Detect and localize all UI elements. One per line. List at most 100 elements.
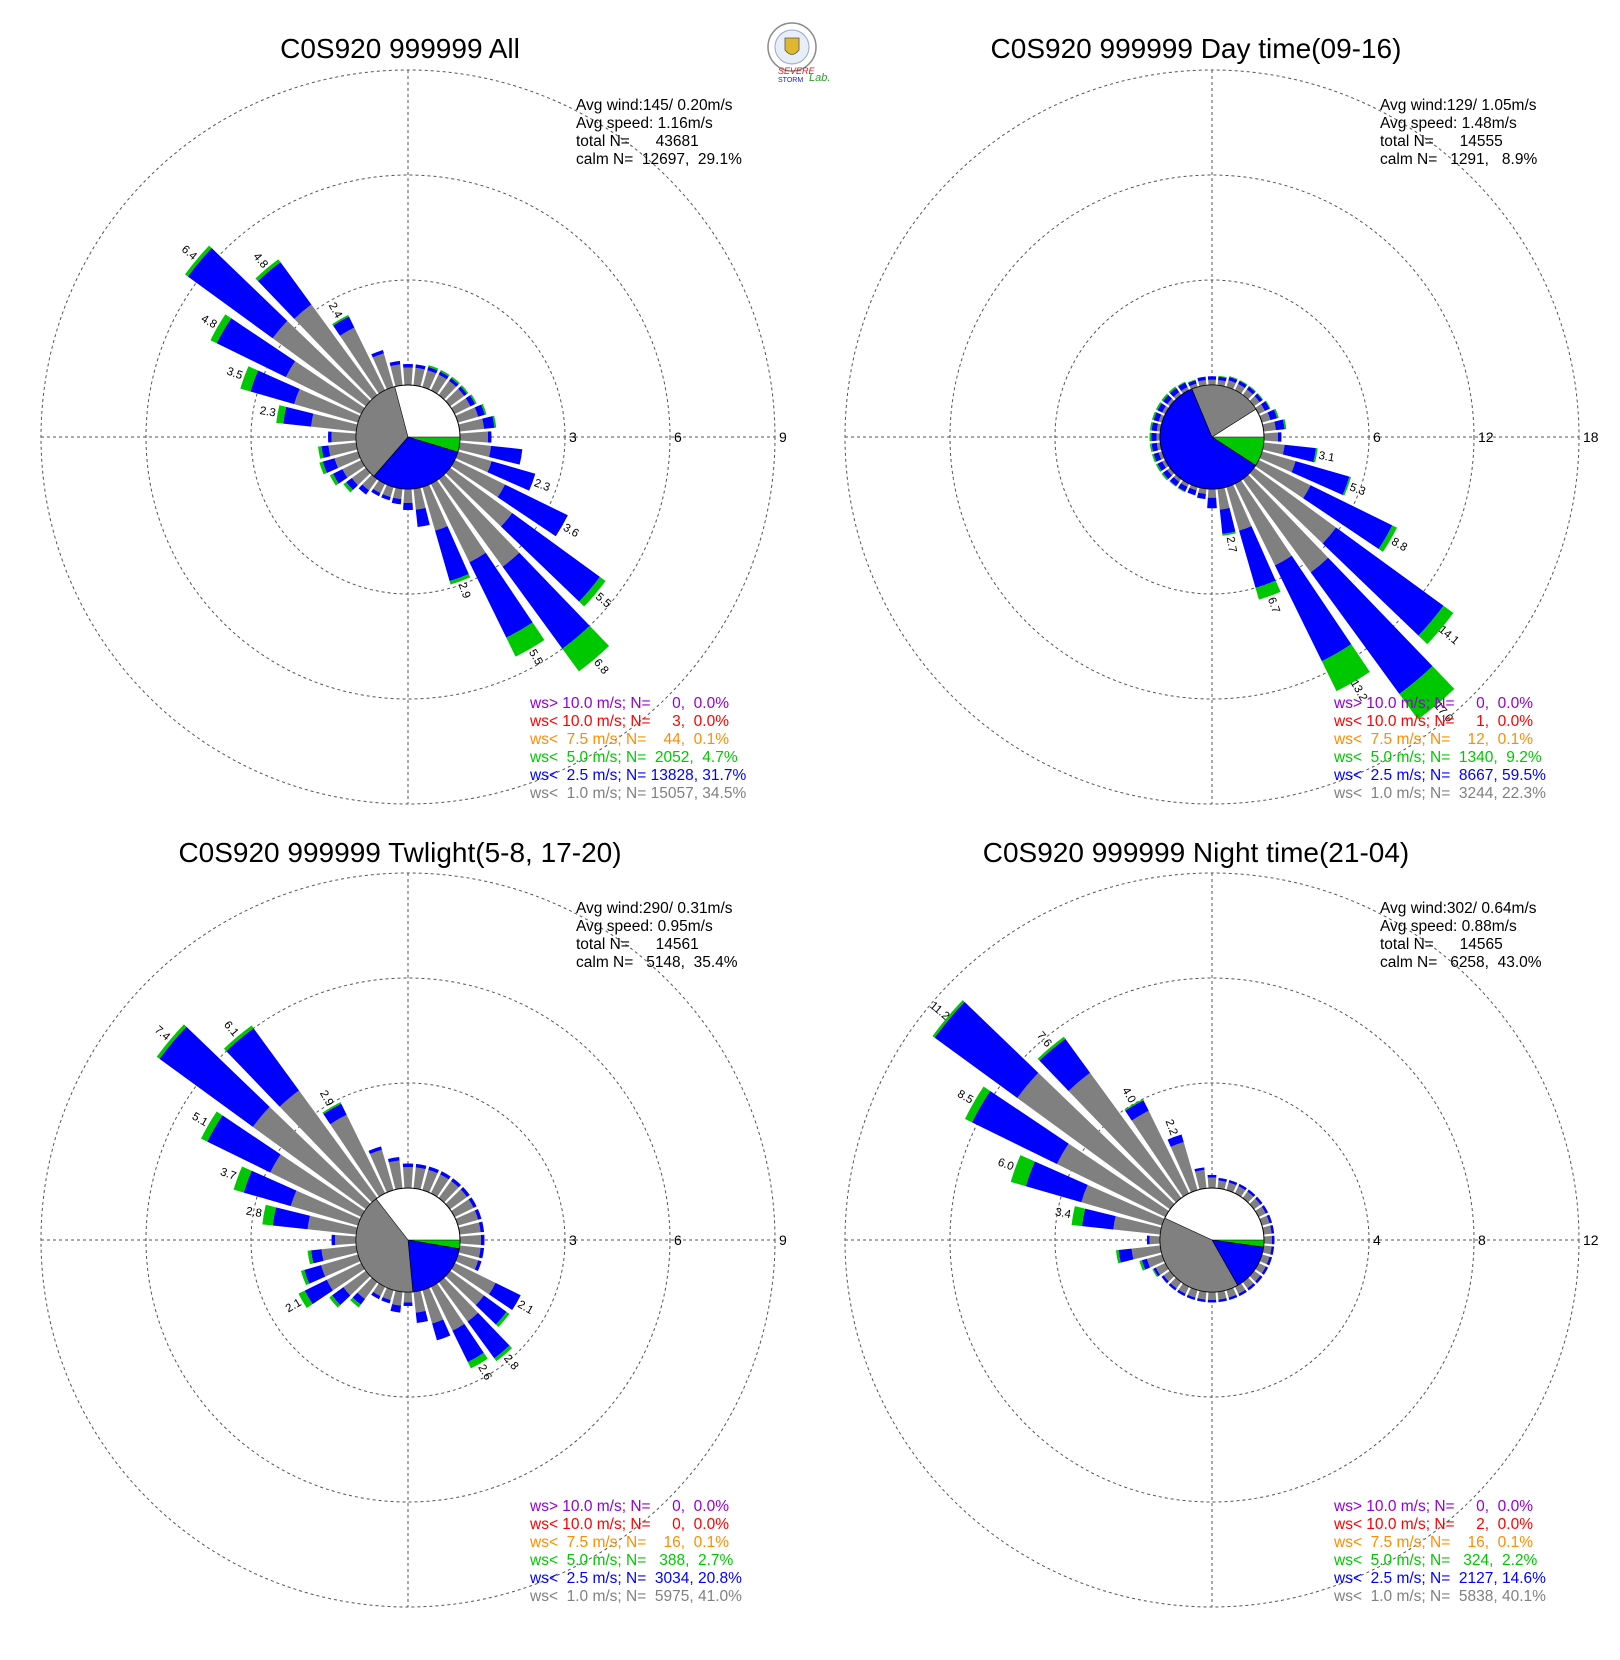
calm-pie-gray — [355, 1198, 414, 1293]
bar-310-blue — [187, 248, 288, 339]
bar-310-gray — [1167, 398, 1175, 407]
legend-entry: ws< 7.5 m/s; N= 16, 0.1% — [529, 1534, 729, 1551]
stats-line: total N= 14561 — [576, 936, 699, 953]
bar-50-green — [1257, 393, 1264, 401]
bar-90-gray — [1263, 432, 1279, 442]
bar-250-green — [319, 461, 327, 475]
bar-250-gray — [334, 451, 361, 468]
bar-120-blue — [497, 484, 568, 537]
ring-tick-label: 3 — [569, 429, 577, 445]
bar-260-green — [307, 1250, 314, 1265]
bar-240-green — [298, 1290, 313, 1309]
bar-320-blue — [1169, 387, 1180, 398]
bar-50-blue — [460, 1186, 470, 1197]
bar-total-label: 2.1 — [515, 1299, 535, 1317]
bar-30-blue — [1237, 380, 1247, 389]
bar-330-blue — [323, 1103, 347, 1125]
bar-80-gray — [458, 1222, 481, 1235]
legend-entry: ws< 1.0 m/s; N= 15057, 34.5% — [529, 785, 746, 802]
bar-170-gray — [1217, 487, 1230, 510]
stats-line: calm N= 12697, 29.1% — [576, 151, 742, 168]
stats-line: Avg speed: 1.48m/s — [1380, 115, 1517, 132]
ring-tick-label: 8 — [1478, 1232, 1486, 1248]
bar-150-blue — [1274, 555, 1352, 662]
bar-180-gray — [403, 488, 413, 504]
bar-280-blue — [272, 1207, 310, 1230]
bar-320-gray — [294, 304, 378, 400]
bar-320-gray — [279, 1090, 378, 1203]
bar-250-green — [300, 1269, 310, 1286]
legend-entry: ws> 10.0 m/s; N= 0, 0.0% — [1333, 1498, 1533, 1515]
bar-20-gray — [422, 1169, 438, 1193]
bar-0-gray — [1207, 1177, 1217, 1189]
bar-140-blue — [502, 552, 590, 649]
bar-270-blue — [1151, 432, 1157, 442]
bar-60-gray — [451, 1199, 474, 1218]
bar-240-gray — [326, 1262, 365, 1291]
bar-total-label: 8.8 — [1389, 536, 1409, 554]
bar-200-blue — [1187, 487, 1197, 496]
legend-entry: ws< 7.5 m/s; N= 12, 0.1% — [1333, 731, 1533, 748]
legend-entry: ws< 7.5 m/s; N= 16, 0.1% — [1333, 1534, 1533, 1551]
ring-tick-label: 12 — [1478, 429, 1494, 445]
bar-50-gray — [445, 1189, 467, 1210]
bar-120-blue — [1303, 485, 1393, 549]
bar-270-blue — [328, 431, 332, 443]
bar-170-blue — [1219, 507, 1236, 534]
ring-tick-label: 6 — [674, 429, 682, 445]
bar-140-blue — [1310, 557, 1433, 694]
bar-320-green — [223, 1025, 254, 1052]
bar-30-blue — [1238, 1183, 1247, 1191]
bar-total-label: 14.1 — [1436, 624, 1461, 648]
bar-290-gray — [1158, 414, 1165, 423]
bar-180-blue — [1207, 497, 1217, 509]
bar-total-label: 6.0 — [996, 1157, 1015, 1174]
bar-200-blue — [381, 494, 391, 501]
bar-260-blue — [311, 1249, 324, 1264]
bar-90-blue — [1271, 1235, 1275, 1245]
bar-50-gray — [445, 388, 465, 407]
bar-310-blue — [159, 1026, 270, 1127]
bar-total-label: 2.8 — [501, 1353, 520, 1373]
bar-200-gray — [1189, 484, 1198, 491]
bar-140-blue — [467, 1312, 510, 1359]
bar-70-blue — [1266, 1214, 1273, 1224]
ring-tick-label: 6 — [1373, 429, 1381, 445]
bar-220-gray — [362, 474, 378, 491]
bar-110-gray — [1259, 451, 1296, 473]
bar-total-label: 7.6 — [1034, 1030, 1053, 1050]
bar-250-gray — [321, 1254, 361, 1277]
bar-230-gray — [351, 467, 371, 486]
bar-240-green — [329, 473, 339, 486]
bar-160-gray — [422, 484, 448, 531]
bar-total-label: 3.5 — [225, 366, 244, 383]
bar-total-label: 6.8 — [591, 657, 610, 677]
legend-entry: ws< 1.0 m/s; N= 5975, 41.0% — [529, 1588, 742, 1605]
bar-230-blue — [346, 477, 358, 491]
bar-310-green — [932, 1000, 965, 1038]
bar-270-gray — [1149, 1235, 1161, 1245]
ring-tick-label: 9 — [779, 429, 787, 445]
bar-170-blue — [415, 507, 430, 527]
bar-210-blue — [371, 1291, 381, 1300]
bar-210-blue — [1178, 483, 1188, 492]
bar-110-blue — [474, 1260, 482, 1271]
bar-0-gray — [1208, 379, 1216, 386]
bar-total-label: 3.6 — [561, 522, 581, 540]
bar-290-green — [240, 366, 259, 392]
bar-310-blue — [934, 1001, 1039, 1098]
bar-80-gray — [458, 418, 485, 432]
bar-0-gray — [403, 367, 413, 386]
bar-90-gray — [459, 1235, 481, 1245]
bar-350-blue — [1194, 1167, 1205, 1172]
bar-260-green — [1115, 1249, 1121, 1264]
bar-160-gray — [1226, 1287, 1237, 1298]
bar-30-green — [440, 369, 450, 377]
bar-210-gray — [373, 480, 386, 494]
bar-140-green — [562, 625, 610, 672]
bar-170-gray — [1217, 1290, 1227, 1300]
bar-10-blue — [1218, 1177, 1228, 1182]
bar-120-blue — [1261, 1266, 1269, 1275]
stats-line: Avg speed: 0.88m/s — [1380, 918, 1517, 935]
